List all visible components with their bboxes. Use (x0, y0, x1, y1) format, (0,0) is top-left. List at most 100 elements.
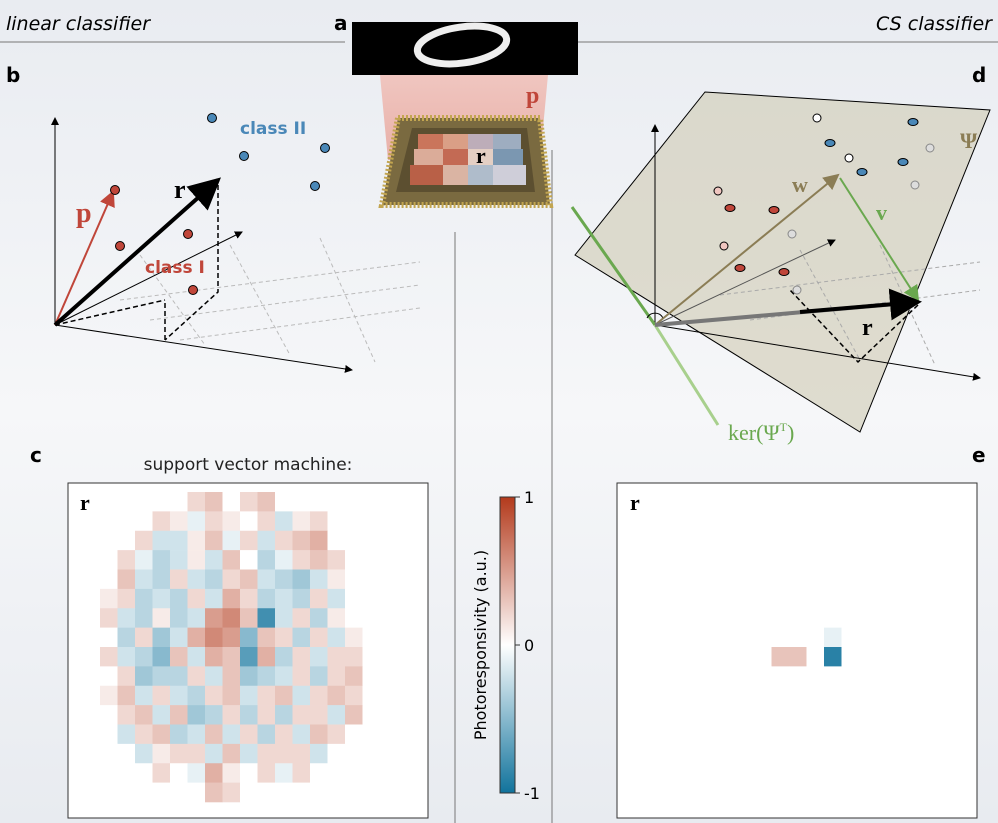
heatmap-cell (258, 550, 276, 570)
heatmap-cell (100, 550, 118, 570)
heatmap-cell (240, 531, 258, 551)
heatmap-cell (772, 763, 790, 783)
heatmap-cell (293, 744, 311, 764)
heatmap-cell (363, 511, 381, 531)
heatmap-cell (135, 705, 153, 725)
heatmap-cell (345, 589, 363, 609)
heatmap-cell (684, 763, 702, 783)
heatmap-cell (824, 725, 842, 745)
heatmap-cell (170, 686, 188, 706)
heatmap-cell (807, 589, 825, 609)
panel-label: d (972, 63, 986, 87)
heatmap-cell (188, 763, 206, 783)
heatmap-cell (275, 511, 293, 531)
heatmap-cell (363, 705, 381, 725)
heatmap-cell (153, 783, 171, 803)
heatmap-cell (859, 705, 877, 725)
heatmap-cell (170, 763, 188, 783)
heatmap-cell (170, 744, 188, 764)
heatmap-cell (824, 531, 842, 551)
heatmap-cell (345, 725, 363, 745)
heatmap-cell (223, 666, 241, 686)
heatmap-cell (894, 744, 912, 764)
heatmap (649, 492, 929, 802)
heatmap-cell (894, 686, 912, 706)
heatmap-cell (824, 608, 842, 628)
heatmap-cell (737, 608, 755, 628)
heatmap-cell (240, 608, 258, 628)
heatmap-cell (789, 531, 807, 551)
heatmap-cell (153, 608, 171, 628)
heatmap-cell (100, 492, 118, 512)
heatmap-cell (205, 725, 223, 745)
heatmap-cell (275, 531, 293, 551)
heatmap-cell (877, 608, 895, 628)
heatmap-cell (807, 511, 825, 531)
heatmap-cell (135, 608, 153, 628)
panel-label: b (6, 63, 20, 87)
heatmap-cell (153, 531, 171, 551)
heatmap-cell (649, 492, 667, 512)
heatmap-cell (328, 550, 346, 570)
heatmap-cell (135, 666, 153, 686)
heatmap-cell (772, 608, 790, 628)
heatmap-cell (912, 628, 930, 648)
heatmap-cell (737, 570, 755, 590)
heatmap-cell (170, 570, 188, 590)
heatmap-cell (894, 570, 912, 590)
heatmap-cell (737, 744, 755, 764)
heatmap-cell (719, 628, 737, 648)
heatmap-cell (684, 531, 702, 551)
kernel-text: ker(Ψ (728, 420, 780, 445)
heatmap-cell (859, 744, 877, 764)
heatmap-cell (649, 550, 667, 570)
heatmap-cell (649, 589, 667, 609)
heatmap-cell (754, 531, 772, 551)
heatmap-cell (824, 783, 842, 803)
heatmap-cell (912, 570, 930, 590)
heatmap-cell (328, 744, 346, 764)
heatmap-cell (363, 608, 381, 628)
heatmap-cell (258, 492, 276, 512)
heatmap-cell (293, 511, 311, 531)
colorbar-tick-label: 0 (524, 636, 534, 655)
heatmap-cell (258, 647, 276, 667)
heatmap-cell (135, 531, 153, 551)
heatmap-cell (649, 783, 667, 803)
heatmap-cell (118, 686, 136, 706)
heatmap-cell (170, 511, 188, 531)
heatmap-cell (310, 686, 328, 706)
heatmap-cell (275, 647, 293, 667)
heatmap-cell (772, 725, 790, 745)
heatmap-cell (684, 783, 702, 803)
heatmap-cell (170, 783, 188, 803)
panel-e: e r (617, 443, 986, 818)
heatmap-cell (789, 744, 807, 764)
heatmap-cell (684, 492, 702, 512)
heatmap-cell (912, 550, 930, 570)
heatmap-cell (118, 492, 136, 512)
heatmap-cell (153, 589, 171, 609)
heatmap-cell (345, 608, 363, 628)
heatmap-cell (859, 570, 877, 590)
heatmap-cell (258, 686, 276, 706)
heatmap-cell (223, 570, 241, 590)
heatmap-cell (649, 511, 667, 531)
heatmap-cell (363, 725, 381, 745)
heatmap-cell (135, 550, 153, 570)
heatmap-cell (275, 550, 293, 570)
heatmap-cell (188, 492, 206, 512)
heatmap-cell (649, 628, 667, 648)
heatmap-cell (118, 511, 136, 531)
heatmap-cell (842, 783, 860, 803)
heatmap-cell (702, 763, 720, 783)
heatmap-cell (859, 608, 877, 628)
heatmap-cell (737, 550, 755, 570)
heatmap-cell (667, 589, 685, 609)
heatmap-cell (328, 705, 346, 725)
heatmap-cell (293, 763, 311, 783)
heatmap-cell (649, 763, 667, 783)
heatmap-cell (100, 608, 118, 628)
heatmap-cell (912, 725, 930, 745)
heatmap-cell (684, 686, 702, 706)
